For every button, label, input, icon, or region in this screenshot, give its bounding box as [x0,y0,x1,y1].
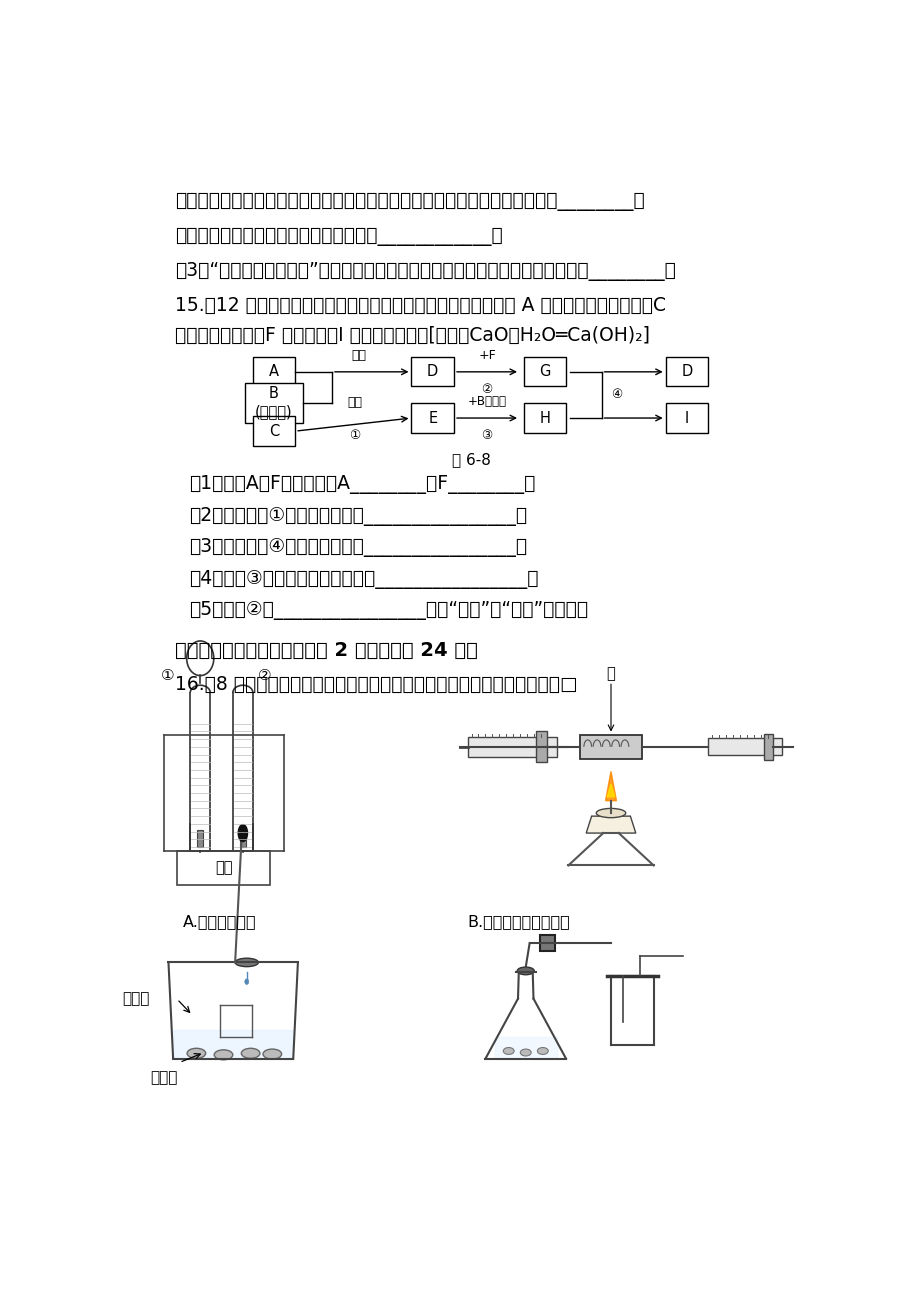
Text: （5）反应②能________________（填“放出”或“吸收”）热量。: （5）反应②能________________（填“放出”或“吸收”）热量。 [188,602,587,620]
Text: E: E [427,410,437,426]
Text: 图 6-8: 图 6-8 [451,452,491,467]
FancyBboxPatch shape [240,829,245,846]
Text: B
(不足量): B (不足量) [255,387,292,419]
FancyBboxPatch shape [197,829,203,846]
Text: 点燃: 点燃 [347,396,362,409]
Ellipse shape [241,1048,260,1059]
FancyBboxPatch shape [253,417,295,445]
Text: 通发动机相比，稀薄燃烧发动机可以促进燃料的燃烧，请你从微观上加以解释________，: 通发动机相比，稀薄燃烧发动机可以促进燃料的燃烧，请你从微观上加以解释______… [176,193,644,211]
Ellipse shape [235,958,258,966]
FancyBboxPatch shape [253,357,295,387]
FancyBboxPatch shape [539,935,554,950]
Ellipse shape [244,979,248,984]
Text: I: I [684,410,688,426]
FancyBboxPatch shape [579,734,641,759]
FancyBboxPatch shape [176,850,269,885]
Text: （3）“低碳生活从我做起”，请你从氧循环的角度说明生活中双面使用纸张的意义________。: （3）“低碳生活从我做起”，请你从氧循环的角度说明生活中双面使用纸张的意义___… [176,262,675,281]
Polygon shape [605,772,616,801]
Text: A.水的电解实验: A.水的电解实验 [183,914,256,928]
Text: 稀薄燃烧发动机对于节能减排的意义在于____________。: 稀薄燃烧发动机对于节能减排的意义在于____________。 [176,227,503,246]
Text: 三、实验与探究题（本题包括 2 个小题，共 24 分）: 三、实验与探究题（本题包括 2 个小题，共 24 分） [176,642,478,660]
FancyBboxPatch shape [467,737,556,756]
Ellipse shape [520,1049,530,1056]
Text: ④: ④ [610,388,621,401]
Polygon shape [607,784,614,797]
FancyBboxPatch shape [665,357,708,387]
FancyBboxPatch shape [523,357,566,387]
Text: C: C [268,423,278,439]
FancyBboxPatch shape [763,734,772,760]
Text: D: D [426,365,437,379]
Text: （2）写出反应①的化学方程式：________________。: （2）写出反应①的化学方程式：________________。 [188,506,527,526]
FancyBboxPatch shape [523,404,566,432]
Text: D: D [681,365,692,379]
Text: +B、点燃: +B、点燃 [467,395,506,408]
Polygon shape [585,816,635,833]
Text: （4）反应③属于基本反应类型中的________________。: （4）反应③属于基本反应类型中的________________。 [188,570,538,589]
FancyBboxPatch shape [244,383,302,423]
Ellipse shape [596,809,625,818]
Text: B.测定空气里氧气含量: B.测定空气里氧气含量 [467,914,570,928]
Text: 稀盐酸: 稀盐酸 [122,992,150,1006]
FancyBboxPatch shape [707,738,780,755]
Text: 点燃: 点燃 [351,349,367,362]
Text: 16.（8 分）下列是初中化学部分重要的实验或实验装置。请按要求填空：□: 16.（8 分）下列是初中化学部分重要的实验或实验装置。请按要求填空：□ [176,676,577,694]
FancyBboxPatch shape [411,404,454,432]
FancyBboxPatch shape [535,732,546,762]
FancyBboxPatch shape [665,404,708,432]
Ellipse shape [503,1048,514,1055]
Text: +F: +F [478,349,495,362]
Text: ②: ② [257,668,271,682]
Text: ①: ① [349,428,360,441]
Text: 电源: 电源 [214,861,232,876]
Text: （3）写出反应④的化学方程式：________________。: （3）写出反应④的化学方程式：________________。 [188,538,527,557]
Ellipse shape [187,1048,206,1059]
Text: G: G [539,365,550,379]
Text: 铜: 铜 [606,667,615,681]
Text: 15.（12 分）下面框图中的物质均为初中化学常见的物质，其中 A 是天然气的主要成分，C: 15.（12 分）下面框图中的物质均为初中化学常见的物质，其中 A 是天然气的主… [176,297,665,315]
Text: H: H [539,410,550,426]
Ellipse shape [187,641,213,676]
Ellipse shape [263,1049,281,1059]
Text: ②: ② [481,383,492,396]
Text: A: A [268,365,278,379]
Ellipse shape [537,1048,548,1055]
Ellipse shape [516,967,534,975]
Text: ①: ① [161,668,175,682]
FancyBboxPatch shape [411,357,454,387]
Text: （1）写出A、F的化学式：A________、F________。: （1）写出A、F的化学式：A________、F________。 [188,475,535,493]
Text: ③: ③ [481,428,492,441]
Text: 是黑色固体单质，F 是氧化物，I 可用作补馒剂。[提示：CaO＋H₂O═Ca(OH)₂]: 是黑色固体单质，F 是氧化物，I 可用作补馒剂。[提示：CaO＋H₂O═Ca(O… [176,326,650,345]
Ellipse shape [214,1049,233,1060]
Text: 石灰石: 石灰石 [150,1070,177,1086]
Ellipse shape [238,824,247,841]
